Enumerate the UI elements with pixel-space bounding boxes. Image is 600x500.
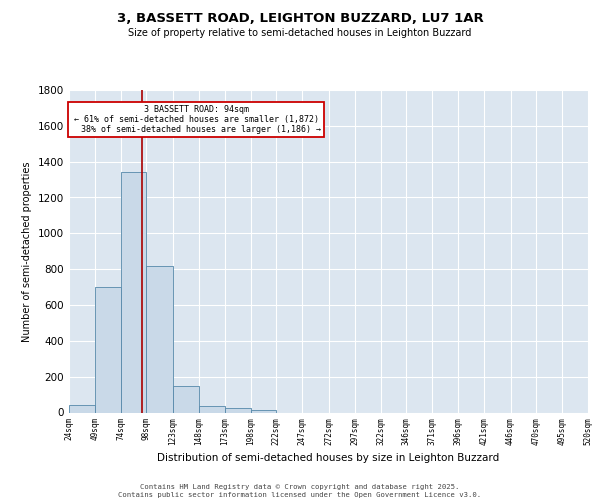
Bar	[69, 406, 95, 412]
Bar	[199, 406, 225, 412]
Bar	[95, 287, 121, 412]
Bar	[225, 408, 251, 412]
Bar	[251, 410, 276, 412]
Y-axis label: Number of semi-detached properties: Number of semi-detached properties	[22, 161, 32, 342]
Bar	[173, 386, 199, 412]
Text: 3 BASSETT ROAD: 94sqm
← 61% of semi-detached houses are smaller (1,872)
  38% of: 3 BASSETT ROAD: 94sqm ← 61% of semi-deta…	[71, 104, 321, 134]
Text: Size of property relative to semi-detached houses in Leighton Buzzard: Size of property relative to semi-detach…	[128, 28, 472, 38]
X-axis label: Distribution of semi-detached houses by size in Leighton Buzzard: Distribution of semi-detached houses by …	[157, 454, 500, 464]
Bar	[146, 266, 173, 412]
Bar	[121, 172, 146, 412]
Text: Contains HM Land Registry data © Crown copyright and database right 2025.
Contai: Contains HM Land Registry data © Crown c…	[118, 484, 482, 498]
Text: 3, BASSETT ROAD, LEIGHTON BUZZARD, LU7 1AR: 3, BASSETT ROAD, LEIGHTON BUZZARD, LU7 1…	[116, 12, 484, 26]
